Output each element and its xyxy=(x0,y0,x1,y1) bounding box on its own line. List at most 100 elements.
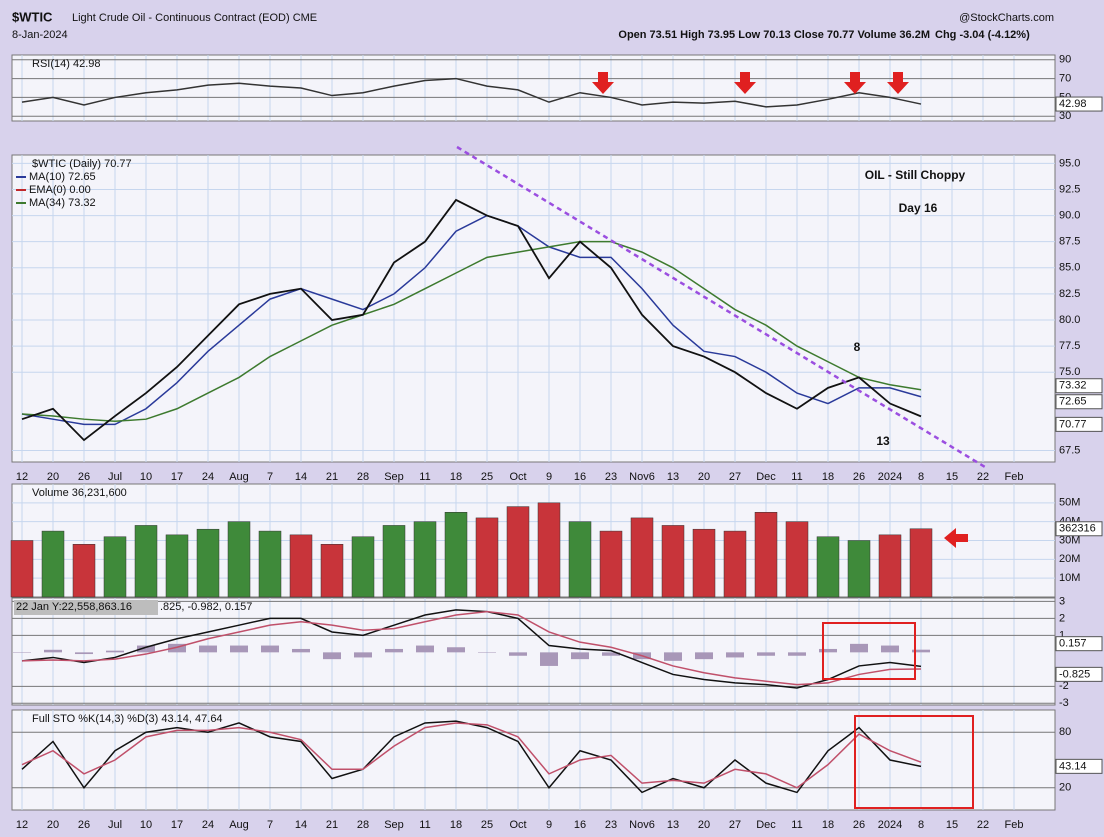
x-tick-label: 16 xyxy=(574,819,586,831)
histogram-bar xyxy=(75,652,93,655)
histogram-bar xyxy=(230,645,248,653)
histogram-bar xyxy=(509,652,527,656)
series-line xyxy=(21,198,922,442)
x-tick-label: Dec xyxy=(756,471,776,483)
x-tick-label: 21 xyxy=(326,819,338,831)
volume-bar xyxy=(537,502,561,598)
histogram-bar xyxy=(199,645,217,653)
x-tick-label: 24 xyxy=(202,819,214,831)
y-tick-label: 80 xyxy=(1059,726,1071,738)
x-tick-label: 10 xyxy=(140,471,152,483)
panel-title: RSI(14) 42.98 xyxy=(32,58,100,70)
x-tick-label: 24 xyxy=(202,471,214,483)
volume-bar xyxy=(909,528,933,598)
x-tick-label: Nov6 xyxy=(629,471,655,483)
highlight-box xyxy=(854,715,974,809)
x-tick-label: Jul xyxy=(108,471,122,483)
volume-bar xyxy=(196,528,220,598)
panel-title: .825, -0.982, 0.157 xyxy=(160,601,252,613)
x-tick-label: 7 xyxy=(267,471,273,483)
volume-bar xyxy=(475,517,499,598)
change: Chg -3.04 (-4.12%) xyxy=(935,29,1030,41)
histogram-bar xyxy=(137,645,155,653)
y-tick-label: 90 xyxy=(1059,54,1071,66)
x-tick-label: 13 xyxy=(667,471,679,483)
volume-bar xyxy=(785,521,809,598)
histogram-bar xyxy=(664,652,682,661)
histogram-bar xyxy=(416,645,434,653)
histogram-bar xyxy=(602,652,620,656)
x-tick-label: 8 xyxy=(918,471,924,483)
arrow xyxy=(592,72,614,94)
histogram-bar xyxy=(354,652,372,658)
volume-bar xyxy=(134,525,158,598)
y-tick-label: 80.0 xyxy=(1059,314,1080,326)
tooltip: 22 Jan Y:22,558,863.16 xyxy=(16,601,132,613)
value-tag-box xyxy=(1055,758,1103,774)
y-tick-label: 77.5 xyxy=(1059,340,1080,352)
date: 8-Jan-2024 xyxy=(12,29,68,41)
volume-bar xyxy=(444,512,468,598)
x-tick-label: Aug xyxy=(229,819,249,831)
x-tick-label: 22 xyxy=(977,471,989,483)
x-tick-label: 28 xyxy=(357,471,369,483)
x-tick-label: 15 xyxy=(946,471,958,483)
y-tick-label: 75.0 xyxy=(1059,366,1080,378)
histogram-bar xyxy=(850,643,868,653)
histogram-bar xyxy=(881,645,899,653)
highlight-box xyxy=(822,622,916,680)
x-tick-label: 2024 xyxy=(878,471,902,483)
arrow xyxy=(887,72,909,94)
x-tick-label: 13 xyxy=(667,819,679,831)
x-tick-label: 17 xyxy=(171,471,183,483)
panel xyxy=(11,709,1056,811)
volume-bar xyxy=(10,540,34,598)
y-tick-label: 87.5 xyxy=(1059,236,1080,248)
x-tick-label: 23 xyxy=(605,471,617,483)
y-tick-label: 30M xyxy=(1059,534,1080,546)
value-tag-box xyxy=(1055,521,1103,537)
y-tick-label: 70 xyxy=(1059,72,1071,84)
x-tick-label: 23 xyxy=(605,819,617,831)
y-tick-label: -2 xyxy=(1059,680,1069,692)
x-tick-label: 9 xyxy=(546,471,552,483)
panel-title: Full STO %K(14,3) %D(3) 43.14, 47.64 xyxy=(32,713,223,725)
x-tick-label: 20 xyxy=(698,819,710,831)
value-tag-box xyxy=(1055,636,1103,652)
x-tick-label: Jul xyxy=(108,819,122,831)
y-tick-label: 20M xyxy=(1059,553,1080,565)
histogram-bar xyxy=(323,652,341,660)
volume-bar xyxy=(227,521,251,598)
panel xyxy=(11,154,1056,463)
x-tick-label: 11 xyxy=(419,471,430,483)
x-tick-label: 20 xyxy=(47,471,59,483)
value-tag-box xyxy=(1055,666,1103,682)
x-tick-label: Oct xyxy=(509,819,526,831)
arrow xyxy=(944,528,968,548)
x-tick-label: 21 xyxy=(326,471,338,483)
quote: Open 73.51 High 73.95 Low 70.13 Close 70… xyxy=(618,29,930,41)
series-line xyxy=(21,214,922,426)
count-label: 8 xyxy=(854,340,861,354)
value-tag: 0.157 xyxy=(1059,638,1087,650)
x-tick-label: 26 xyxy=(78,819,90,831)
x-tick-label: 27 xyxy=(729,819,741,831)
volume-bar xyxy=(599,530,623,598)
value-tag-box xyxy=(1055,416,1103,432)
x-tick-label: 11 xyxy=(419,819,430,831)
x-tick-label: 10 xyxy=(140,819,152,831)
arrow xyxy=(844,72,866,94)
volume-bar xyxy=(568,521,592,598)
y-tick-label: 85.0 xyxy=(1059,262,1080,274)
volume-bar xyxy=(630,517,654,598)
value-tag: 73.32 xyxy=(1059,380,1087,392)
panel-title: $WTIC (Daily) 70.77 xyxy=(32,158,132,170)
x-tick-label: 16 xyxy=(574,471,586,483)
series-line xyxy=(21,722,922,789)
volume-bar xyxy=(723,530,747,598)
x-tick-label: 22 xyxy=(977,819,989,831)
value-tag: 42.98 xyxy=(1059,98,1087,110)
value-tag: 43.14 xyxy=(1059,760,1087,772)
y-tick-label: 50M xyxy=(1059,497,1080,509)
x-tick-label: Aug xyxy=(229,471,249,483)
